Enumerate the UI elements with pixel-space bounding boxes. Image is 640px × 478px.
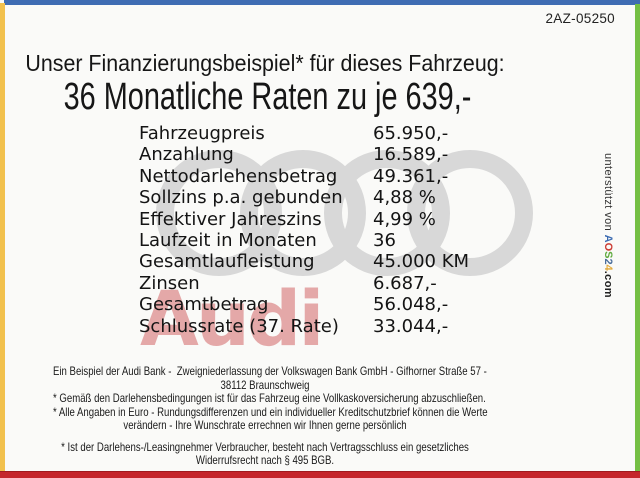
row-value: 16.589,-: [373, 144, 449, 166]
table-row: Effektiver Jahreszins 4,99 %: [139, 209, 519, 230]
aos24-letter: A: [602, 234, 614, 243]
row-label: Effektiver Jahreszins: [139, 208, 322, 230]
aos24-domain-suffix: .com: [602, 270, 614, 298]
title-rate-line: 36 Monatliche Raten zu je 639,-: [63, 76, 472, 118]
title-subline: Unser Finanzierungsbeispiel* für dieses …: [25, 50, 505, 76]
row-value: 65.950,-: [373, 123, 449, 144]
row-value: 6.687,-: [373, 272, 437, 294]
table-row: Gesamtbetrag 56.048,-: [139, 294, 519, 315]
supported-by-label: unterstützt von: [602, 153, 614, 235]
row-value: 4,99 %: [373, 208, 436, 230]
row-label: Nettodarlehensbetrag: [139, 165, 338, 187]
row-value: 45.000 KM: [373, 251, 470, 273]
table-row: Schlussrate (37. Rate) 33.044,-: [139, 316, 519, 337]
border-bottom-bar: [0, 471, 640, 478]
row-value: 56.048,-: [373, 294, 449, 316]
row-label: Gesamtlaufleistung: [139, 251, 315, 273]
table-row: Zinsen 6.687,-: [139, 273, 519, 294]
title-block: Unser Finanzierungsbeispiel* für dieses …: [0, 50, 530, 118]
row-value: 36: [373, 229, 396, 251]
table-row: Nettodarlehensbetrag 49.361,-: [139, 166, 519, 187]
aos24-logo: AOS24: [602, 235, 614, 271]
finance-table: Fahrzeugpreis 65.950,- Anzahlung 16.589,…: [139, 123, 519, 337]
border-left-bar: [0, 3, 5, 471]
row-label: Laufzeit in Monaten: [139, 229, 317, 251]
row-label: Fahrzeugpreis: [139, 123, 265, 144]
row-label: Schlussrate (37. Rate): [139, 315, 339, 337]
aos24-letter: 2: [602, 258, 614, 265]
row-label: Gesamtbetrag: [139, 294, 269, 316]
aos24-letter: O: [602, 242, 614, 252]
euro-note-line: verändern - Ihre Wunschrate errechnen wi…: [123, 418, 407, 432]
table-row: Laufzeit in Monaten 36: [139, 230, 519, 251]
bank-address-line: 38112 Braunschweig: [220, 377, 310, 392]
document-number: 2AZ-05250: [545, 11, 615, 26]
row-value: 4,88 %: [373, 187, 436, 209]
border-right-bar: [635, 4, 640, 471]
legal-footer: Ein Beispiel der Audi Bank - Zweignieder…: [53, 364, 488, 468]
table-row: Fahrzeugpreis 65.950,-: [139, 123, 519, 144]
row-value: 49.361,-: [373, 165, 449, 187]
aos24-letter: S: [602, 251, 614, 259]
bank-address-line: Ein Beispiel der Audi Bank - Zweignieder…: [53, 364, 487, 378]
table-row: Gesamtlaufleistung 45.000 KM: [139, 251, 519, 272]
withdrawal-note-line: Widerrufsrecht nach § 495 BGB.: [195, 453, 335, 467]
table-row: Sollzins p.a. gebunden 4,88 %: [139, 187, 519, 208]
row-label: Zinsen: [139, 272, 200, 294]
withdrawal-note-line: * Ist der Darlehens-/Leasingnehmer Verbr…: [61, 439, 469, 454]
insurance-note: * Gemäß den Darlehensbedingungen ist für…: [53, 391, 486, 405]
aos24-letter: 4: [602, 264, 614, 271]
supported-by-strip: unterstützt von AOS24.com: [602, 153, 614, 343]
row-value: 33.044,-: [373, 315, 449, 337]
euro-note-line: * Alle Angaben in Euro - Rundungsdiffere…: [53, 404, 488, 419]
table-row: Anzahlung 16.589,-: [139, 144, 519, 165]
border-top-bar: [4, 0, 640, 5]
row-label: Sollzins p.a. gebunden: [139, 187, 343, 209]
row-label: Anzahlung: [139, 144, 234, 166]
